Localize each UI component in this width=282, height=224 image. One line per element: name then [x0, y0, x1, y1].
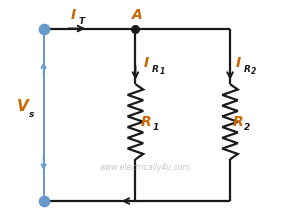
Point — [133, 27, 138, 30]
Text: R: R — [141, 115, 151, 129]
Text: www.electrically4u.com: www.electrically4u.com — [100, 163, 191, 172]
Text: V: V — [17, 99, 28, 114]
Text: R: R — [233, 115, 243, 129]
Text: 2: 2 — [251, 67, 256, 76]
Text: s: s — [29, 110, 35, 119]
Text: R: R — [152, 65, 159, 74]
Text: R: R — [244, 65, 251, 74]
Text: 1: 1 — [152, 123, 158, 132]
Text: 2: 2 — [244, 123, 250, 132]
Text: I: I — [70, 8, 75, 22]
Text: 1: 1 — [159, 67, 164, 76]
Text: I: I — [144, 56, 149, 70]
Text: T: T — [78, 17, 84, 26]
Text: A: A — [131, 8, 142, 22]
Point — [41, 27, 46, 30]
Text: I: I — [235, 56, 240, 70]
Point — [41, 199, 46, 203]
